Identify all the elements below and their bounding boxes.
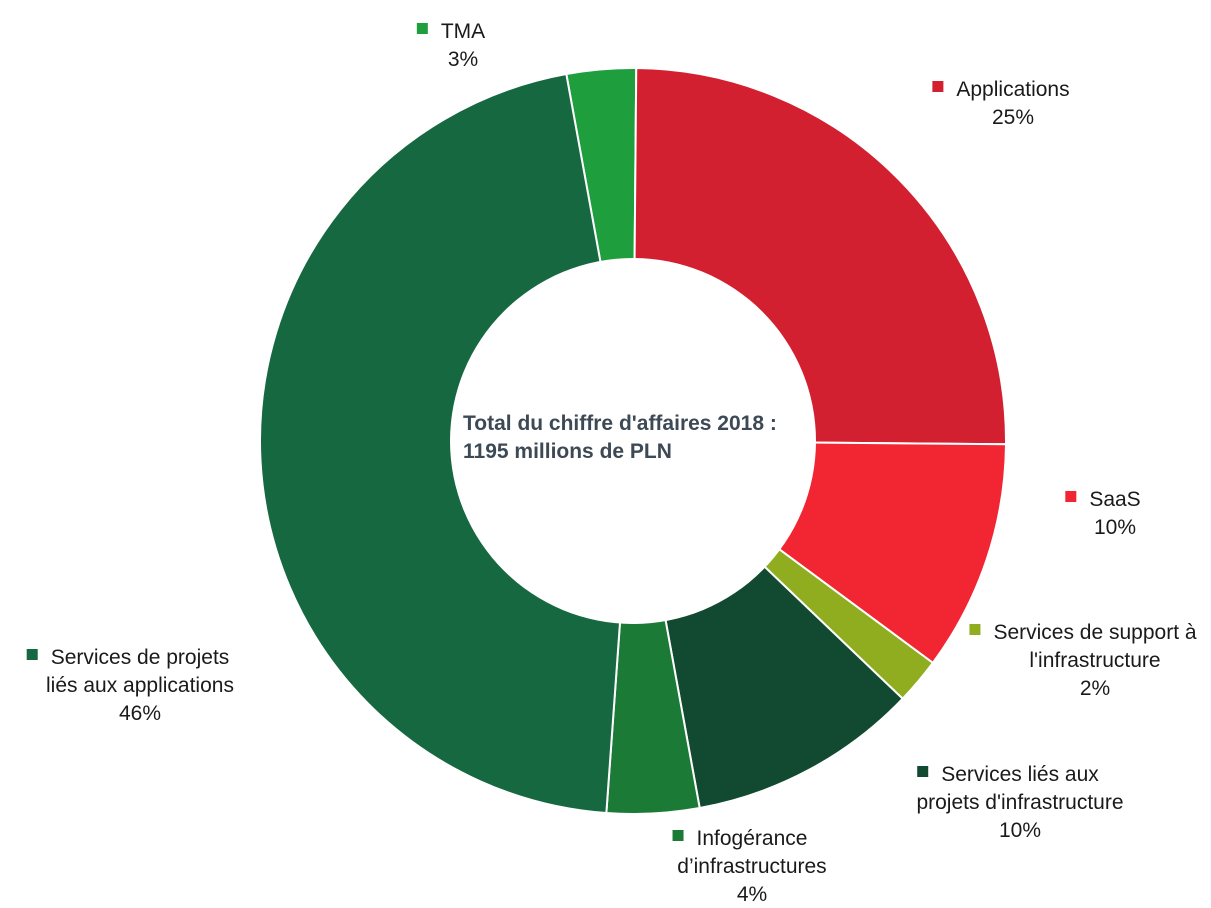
- label-text-projets-infra: Services liés aux: [941, 763, 1099, 786]
- value-label-projets-infra: 10%: [999, 819, 1041, 842]
- value-label-infogerance: 4%: [737, 883, 767, 906]
- label-text-tma: TMA: [441, 20, 485, 43]
- label-text-support-infra: l'infrastructure: [1029, 649, 1160, 672]
- label-text-infogerance: Infogérance: [697, 827, 808, 850]
- value-label-applications: 25%: [992, 106, 1034, 129]
- label-text-support-infra: Services de support à: [993, 621, 1196, 644]
- label-tma: TMA 3%: [416, 20, 485, 71]
- donut-hole: [450, 258, 816, 624]
- center-label: Total du chiffre d'affaires 2018 : 1195 …: [463, 412, 777, 463]
- label-text-applications: Applications: [956, 78, 1069, 101]
- legend-marker-projets-infra: [917, 766, 929, 777]
- legend-marker-applications: [932, 81, 944, 92]
- legend-marker-support-infra: [969, 624, 981, 635]
- value-label-support-infra: 2%: [1080, 677, 1110, 700]
- label-support-infra: Services de support à l'infrastructure 2%: [969, 621, 1197, 700]
- label-projets-infra: Services liés aux projets d'infrastructur…: [916, 763, 1123, 842]
- label-applications: Applications 25%: [932, 78, 1070, 129]
- label-saas: SaaS 10%: [1065, 488, 1141, 539]
- slice-projets-applications: [259, 72, 635, 815]
- label-text-projets-infra: projets d'infrastructure: [916, 791, 1123, 814]
- label-projets-applications: Services de projets liés aux applications…: [26, 646, 234, 725]
- value-label-tma: 3%: [448, 48, 478, 71]
- value-label-saas: 10%: [1094, 516, 1136, 539]
- label-infogerance: Infogérance d’infrastructures 4%: [672, 827, 827, 906]
- label-text-projets-applications: Services de projets: [51, 646, 230, 669]
- legend-marker-infogerance: [672, 830, 684, 841]
- center-text-line-1: Total du chiffre d'affaires 2018 :: [463, 412, 777, 435]
- labels-layer: TMA 3% Applications 25% SaaS 10% Services de s…: [26, 20, 1197, 906]
- legend-marker-saas: [1065, 491, 1077, 502]
- center-text-line-2: 1195 millions de PLN: [463, 440, 672, 463]
- label-text-projets-applications: liés aux applications: [46, 674, 234, 697]
- label-text-saas: SaaS: [1089, 488, 1140, 511]
- label-text-infogerance: d’infrastructures: [677, 855, 826, 878]
- legend-marker-projets-applications: [26, 649, 38, 660]
- value-label-projets-applications: 46%: [119, 702, 161, 725]
- legend-marker-tma: [416, 23, 428, 34]
